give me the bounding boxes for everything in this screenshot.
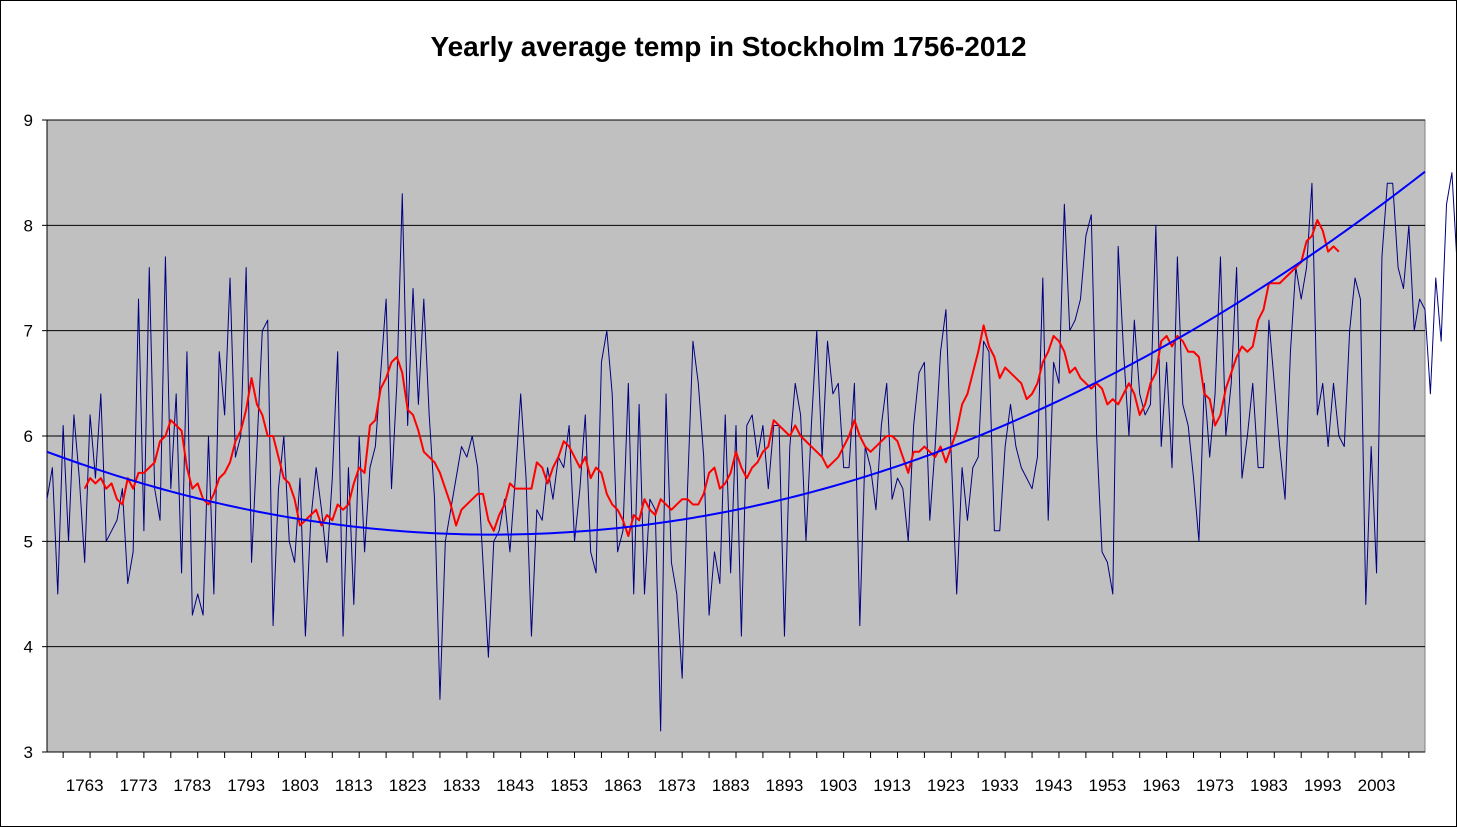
x-tick-label: 1763 bbox=[66, 776, 104, 795]
y-tick-label: 5 bbox=[24, 532, 33, 551]
x-tick-label: 1973 bbox=[1196, 776, 1234, 795]
x-tick-label: 1893 bbox=[766, 776, 804, 795]
x-tick-label: 1923 bbox=[927, 776, 965, 795]
y-tick-label: 6 bbox=[24, 427, 33, 446]
series-line-moving-average bbox=[83, 219, 1340, 538]
x-tick-label: 1823 bbox=[389, 776, 427, 795]
x-tick-label: 1913 bbox=[873, 776, 911, 795]
x-tick-label: 1903 bbox=[819, 776, 857, 795]
y-tick-label: 3 bbox=[24, 743, 33, 762]
chart-title: Yearly average temp in Stockholm 1756-20… bbox=[430, 31, 1027, 62]
y-tick-label: 7 bbox=[24, 322, 33, 341]
x-tick-label: 1853 bbox=[550, 776, 588, 795]
x-tick-label: 1783 bbox=[173, 776, 211, 795]
x-tick-label: 1813 bbox=[335, 776, 373, 795]
x-tick-label: 1883 bbox=[712, 776, 750, 795]
x-tick-label: 2003 bbox=[1358, 776, 1396, 795]
x-tick-label: 1803 bbox=[281, 776, 319, 795]
x-tick-label: 1943 bbox=[1035, 776, 1073, 795]
x-tick-label: 1863 bbox=[604, 776, 642, 795]
x-tick-label: 1983 bbox=[1250, 776, 1288, 795]
x-tick-label: 1993 bbox=[1304, 776, 1342, 795]
series-line-polynomial-trend bbox=[46, 170, 1426, 536]
x-tick-label: 1963 bbox=[1142, 776, 1180, 795]
y-tick-label: 4 bbox=[24, 638, 33, 657]
x-tick-label: 1843 bbox=[496, 776, 534, 795]
x-tick-label: 1833 bbox=[443, 776, 481, 795]
x-tick-label: 1873 bbox=[658, 776, 696, 795]
x-tick-label: 1793 bbox=[227, 776, 265, 795]
x-tick-label: 1953 bbox=[1089, 776, 1127, 795]
x-tick-label: 1773 bbox=[120, 776, 158, 795]
y-tick-label: 8 bbox=[24, 216, 33, 235]
x-tick-label: 1933 bbox=[981, 776, 1019, 795]
y-tick-label: 9 bbox=[24, 111, 33, 130]
series-line-thin bbox=[46, 172, 1456, 732]
